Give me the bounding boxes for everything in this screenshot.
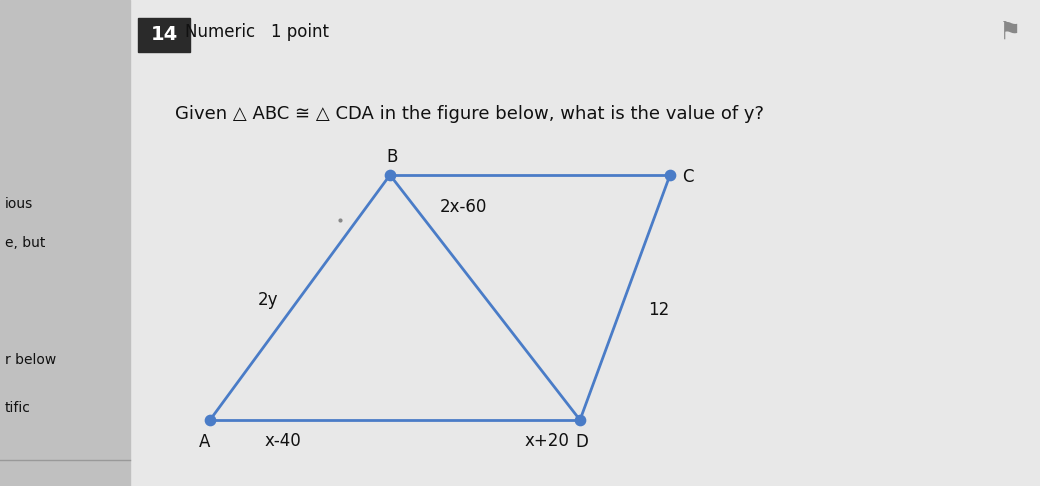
Bar	[138, 18, 190, 52]
Point	[572, 416, 589, 424]
Text: x+20: x+20	[525, 432, 570, 450]
Point	[661, 171, 678, 179]
Point	[332, 216, 348, 224]
Text: Given △ ABC ≅ △ CDA in the figure below, what is the value of y?: Given △ ABC ≅ △ CDA in the figure below,…	[175, 105, 764, 123]
Point	[202, 416, 218, 424]
Point	[382, 171, 398, 179]
Text: ⚑: ⚑	[998, 20, 1021, 44]
Text: 2x-60: 2x-60	[440, 198, 488, 216]
Text: D: D	[575, 433, 589, 451]
Text: 12: 12	[648, 301, 670, 319]
Text: Numeric   1 point: Numeric 1 point	[185, 23, 329, 41]
Text: tific: tific	[5, 401, 31, 415]
Bar	[0, 0, 130, 486]
Text: A: A	[200, 433, 211, 451]
Text: B: B	[386, 148, 397, 166]
Text: C: C	[682, 168, 694, 186]
Text: 14: 14	[151, 25, 178, 45]
Text: e, but: e, but	[5, 236, 46, 250]
Text: x-40: x-40	[265, 432, 302, 450]
Text: ious: ious	[5, 197, 33, 211]
Text: 2y: 2y	[258, 291, 278, 309]
Text: r below: r below	[5, 353, 56, 366]
